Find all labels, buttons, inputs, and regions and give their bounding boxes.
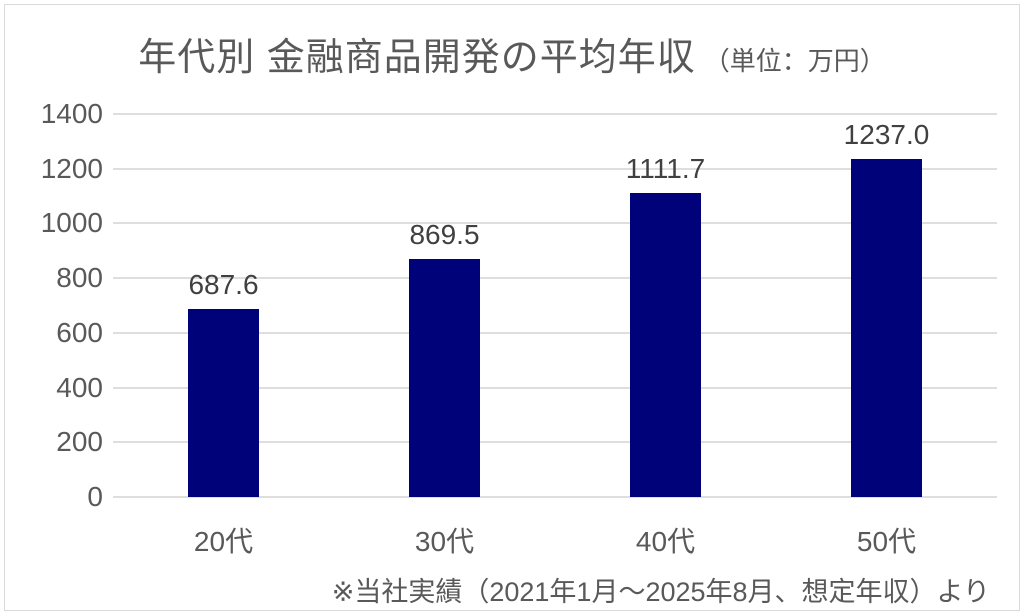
y-axis: 0 200 400 600 800 1000 1200 1400	[0, 98, 103, 512]
y-tick-label-1400: 1400	[40, 98, 103, 129]
bar-value-label-30代: 869.5	[409, 219, 480, 251]
gridline-1200	[113, 167, 997, 170]
gridline-1000	[113, 222, 997, 225]
bar-value-label-40代: 1111.7	[625, 152, 706, 184]
gridline-0	[113, 496, 997, 498]
bar-slot-40代: 1111.7	[555, 114, 776, 497]
bar-value-label-20代: 687.6	[188, 268, 259, 300]
x-axis-label-40代: 40代	[635, 526, 696, 557]
chart-title-unit: （単位：万円）	[703, 46, 886, 76]
y-tick-label-0: 0	[87, 481, 103, 512]
plot-area: 687.6 869.5 1111.7 1237.0	[113, 113, 997, 498]
bar-50代: 1237.0	[844, 119, 929, 497]
gridline-1400	[113, 113, 997, 115]
y-tick-label-1200: 1200	[40, 152, 103, 184]
gridline-800	[113, 277, 997, 280]
source-note: ※当社実績（2021年1月～2025年8月、想定年収）より	[331, 577, 990, 607]
y-tick-label-400: 400	[56, 371, 103, 403]
bar-slot-20代: 687.6	[113, 114, 334, 497]
y-tick-label-1000: 1000	[40, 207, 103, 239]
x-axis-label-50代: 50代	[856, 526, 917, 557]
gridline-600	[113, 331, 997, 334]
bars-container: 687.6 869.5 1111.7 1237.0	[113, 114, 997, 497]
y-tick-label-200: 200	[56, 426, 103, 458]
bar-slot-50代: 1237.0	[776, 114, 997, 497]
chart-title-main: 年代別 金融商品開発の平均年収	[138, 37, 696, 79]
bar-40代: 1111.7	[626, 153, 705, 497]
chart-frame	[4, 4, 1020, 611]
x-axis-label-20代: 20代	[193, 526, 254, 557]
bar-30代: 869.5	[409, 219, 480, 497]
y-tick-label-600: 600	[56, 316, 103, 348]
bar-slot-30代: 869.5	[334, 114, 555, 497]
x-axis-label-30代: 30代	[414, 526, 475, 557]
x-axis: 20代 30代 40代 50代	[113, 520, 997, 560]
chart-title: 年代別 金融商品開発の平均年収 （単位：万円）	[0, 26, 1024, 81]
gridline-400	[113, 386, 997, 389]
gridline-200	[113, 441, 997, 444]
bar-value-label-50代: 1237.0	[843, 118, 930, 150]
y-tick-label-800: 800	[56, 262, 103, 294]
bar-20代: 687.6	[188, 269, 259, 497]
